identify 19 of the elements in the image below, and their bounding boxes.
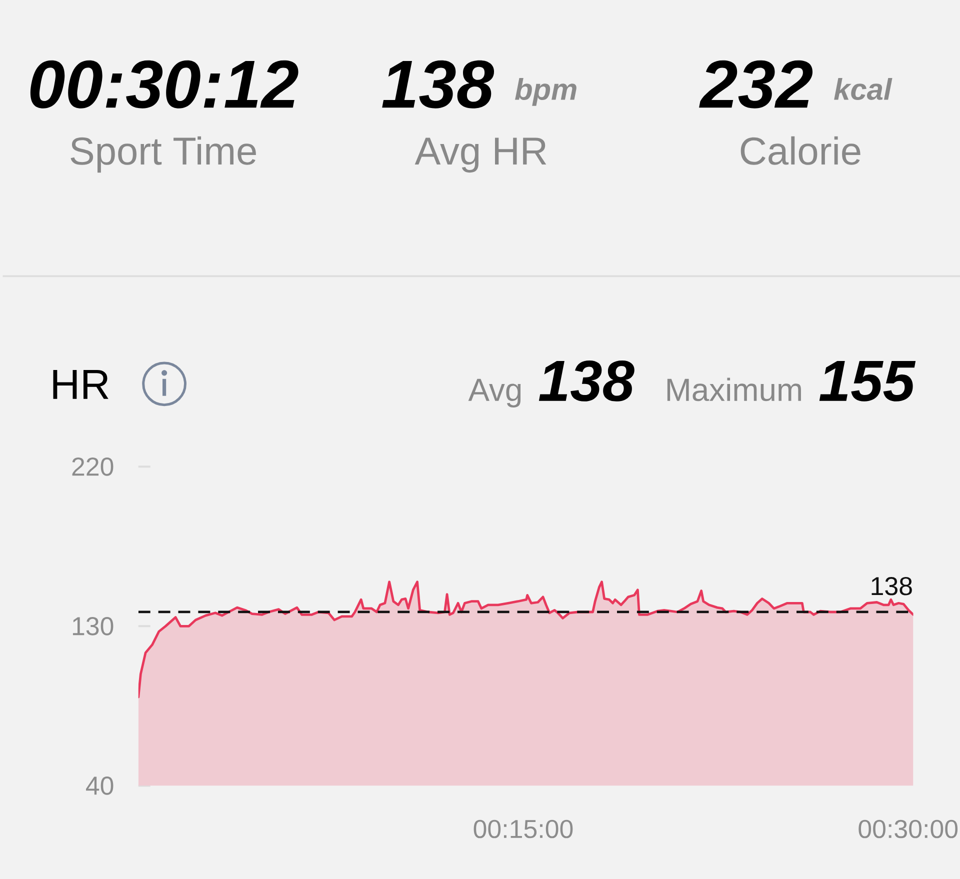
ref-line-label: 138 [872,576,912,596]
y-tick-label: 40 [86,776,114,795]
text: 232 [699,60,813,108]
text: 138 [382,60,494,108]
text: 155 [819,360,916,402]
text: kcal [834,78,892,100]
text: Avg [468,378,521,408]
text: Maximum [667,377,801,401]
text: 138 [538,360,634,402]
text: Avg HR [414,138,546,172]
x-tick-label: 00:30:00 [858,820,958,838]
y-tick-label: 130 [72,616,114,636]
text: Sport Time [70,136,256,172]
text: bpm [515,78,576,106]
x-tick-label: 00:15:00 [474,820,573,838]
text: 00:30:12 [30,60,298,108]
text: Calorie [740,136,860,165]
chart-title: HR [53,370,108,399]
y-tick-label: 220 [72,457,114,476]
